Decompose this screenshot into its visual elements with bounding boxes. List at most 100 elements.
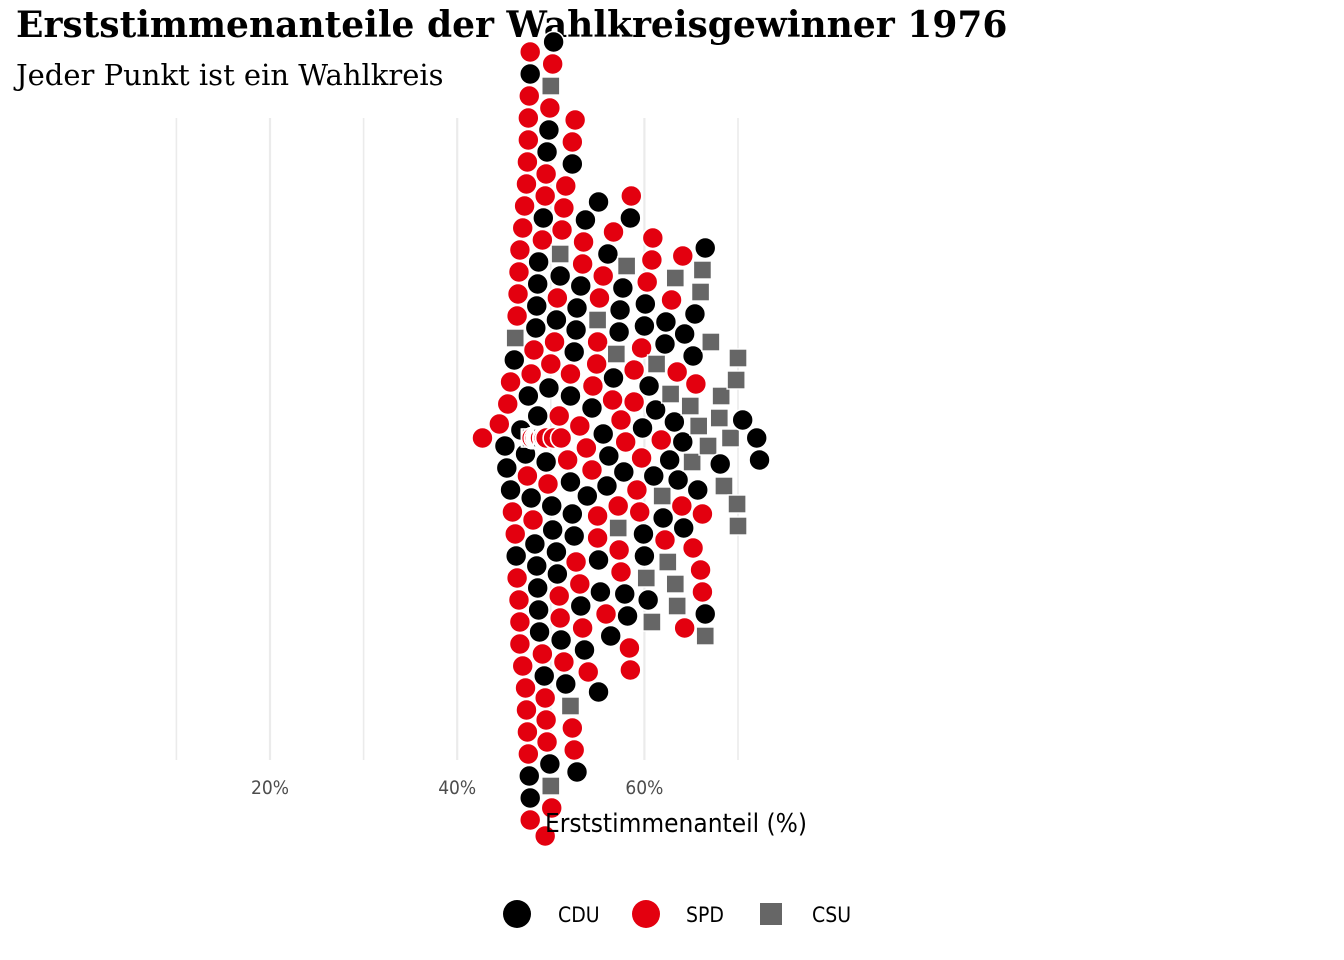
point-cdu [693,236,717,260]
point-spd [568,572,592,596]
point-spd [547,404,571,428]
point-csu [728,516,748,536]
point-spd [653,528,677,552]
point-cdu [518,62,542,86]
point-cdu [608,298,632,322]
point-spd [506,282,530,306]
point-spd [607,538,631,562]
point-spd [539,352,563,376]
point-spd [548,606,572,630]
point-spd [516,464,539,488]
point-spd [606,494,630,518]
point-cdu [651,506,675,530]
point-cdu [587,548,610,572]
point-csu [682,452,702,472]
point-spd [691,580,714,604]
point-spd [505,304,529,328]
point-spd [556,448,579,472]
point-cdu [527,598,550,622]
point-spd [619,658,642,682]
point-csu [505,328,525,348]
point-spd [507,260,531,284]
point-cdu [708,452,732,476]
point-cdu [523,532,547,556]
point-spd [517,84,541,108]
point-cdu [495,456,519,480]
point-spd [671,244,695,268]
point-cdu [542,30,565,54]
point-spd [585,352,608,376]
point-cdu [596,242,620,266]
point-cdu [561,152,584,176]
point-spd [519,362,543,386]
point-spd [533,824,557,848]
point-csu [665,268,685,288]
point-spd [531,228,554,252]
point-spd [561,130,584,154]
data-points [471,30,771,848]
point-spd [572,230,595,254]
point-cdu [580,396,604,420]
point-cdu [611,276,635,300]
point-cdu [597,444,621,468]
point-csu [646,354,667,374]
point-spd [521,508,545,532]
x-tick-label-40: 40% [438,777,476,799]
point-cdu [631,416,654,440]
legend-label-csu: CSU [812,903,851,927]
point-spd [684,372,708,396]
point-spd [581,374,605,398]
point-spd [635,270,659,294]
point-spd [614,430,637,454]
point-spd [522,338,546,362]
point-spd [508,238,532,262]
point-cdu [538,752,562,776]
point-csu [560,696,581,716]
point-cdu [524,316,548,340]
point-spd [535,730,559,754]
point-spd [561,716,584,740]
point-cdu [693,602,717,626]
point-csu [660,384,681,404]
point-csu [711,386,731,406]
point-csu [608,518,628,538]
point-cdu [587,680,610,704]
point-spd [517,742,540,766]
point-cdu [559,384,582,408]
point-spd [586,504,609,528]
point-csu [698,436,718,456]
point-cdu [653,332,677,356]
point-csu [606,344,627,364]
point-csu [667,596,687,616]
point-csu [714,476,734,496]
point-csu [728,348,748,368]
point-spd [602,220,625,244]
point-cdu [526,404,549,428]
point-cdu [636,588,660,612]
point-spd [507,588,531,612]
point-spd [641,226,665,250]
point-spd [660,288,683,312]
point-spd [640,248,664,272]
point-spd [588,286,611,310]
point-cdu [534,450,558,474]
point-spd [531,642,554,666]
point-spd [564,550,588,574]
point-spd [546,286,569,310]
point-cdu [526,576,549,600]
point-spd [517,106,540,130]
point-cdu [637,374,661,398]
point-spd [514,676,537,700]
point-spd [601,388,624,412]
point-spd [562,738,586,762]
point-spd [488,412,511,436]
point-spd [516,720,539,744]
point-cdu [599,624,623,648]
point-cdu [634,292,657,316]
point-spd [649,428,673,452]
point-cdu [569,594,593,618]
point-cdu [504,544,528,568]
x-tick-label-20: 20% [251,777,289,799]
point-cdu [564,318,588,342]
point-cdu [681,344,705,368]
